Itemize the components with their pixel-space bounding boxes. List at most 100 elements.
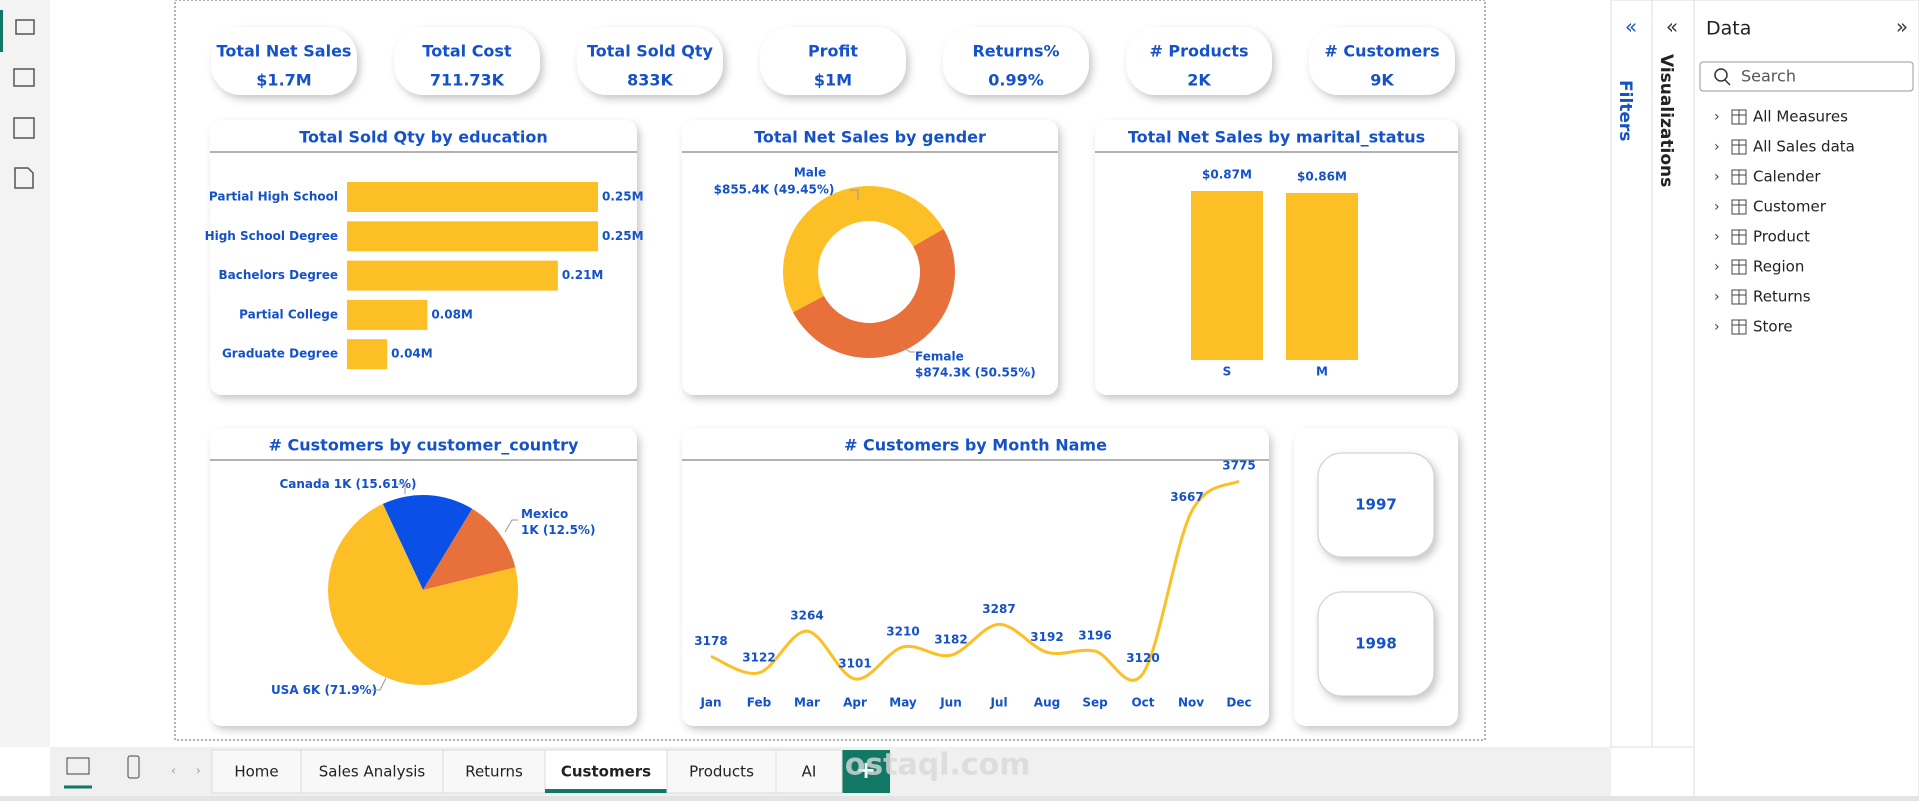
category-label: Male	[794, 166, 826, 180]
data-item[interactable]: Store	[1753, 318, 1793, 336]
kpi-value: 711.73K	[430, 71, 505, 90]
expand-chevron[interactable]: ›	[1714, 319, 1720, 335]
category-label: Partial College	[239, 307, 338, 321]
expand-chevron[interactable]: ›	[1714, 169, 1720, 185]
data-label: 3287	[982, 602, 1015, 616]
expand-chevron[interactable]: ›	[1714, 289, 1720, 305]
kpi-card	[394, 27, 540, 95]
report-icon[interactable]	[15, 19, 35, 35]
search-icon	[1724, 79, 1731, 86]
tab-label[interactable]: Products	[689, 763, 754, 781]
slicer-button[interactable]	[1317, 452, 1435, 558]
model-icon[interactable]	[13, 117, 35, 139]
data-label: $874.3K (50.55%)	[915, 366, 1036, 380]
collapse-icon[interactable]: «	[1625, 15, 1637, 39]
page-tab[interactable]	[775, 749, 843, 794]
data-item[interactable]: Region	[1753, 258, 1804, 276]
tab-label[interactable]: Customers	[561, 763, 651, 781]
data-label: 3101	[838, 657, 871, 671]
add-page-icon[interactable]: +	[856, 756, 876, 784]
kpi-label: Total Cost	[422, 42, 512, 61]
leader-line	[899, 344, 915, 353]
kpi-card	[943, 27, 1089, 95]
x-tick-label: Dec	[1226, 696, 1251, 710]
data-item[interactable]: Calender	[1753, 168, 1821, 186]
status-bar	[0, 796, 1919, 801]
dax-icon[interactable]	[14, 167, 34, 189]
expand-icon[interactable]: »	[1896, 15, 1908, 39]
search-placeholder[interactable]: Search	[1741, 67, 1796, 86]
data-label: 3196	[1078, 629, 1111, 643]
category-label: Bachelors Degree	[218, 268, 338, 282]
expand-chevron[interactable]: ›	[1714, 139, 1720, 155]
data-label: 6K (71.9%)	[303, 683, 377, 697]
expand-chevron[interactable]: ›	[1714, 259, 1720, 275]
visualizations-label[interactable]: Visualizations	[1656, 54, 1676, 187]
chart-title: Total Sold Qty by education	[299, 128, 548, 147]
mobile-view-icon[interactable]	[127, 755, 140, 779]
data-item[interactable]: Product	[1753, 228, 1810, 246]
data-label: 3122	[742, 650, 775, 664]
data-label: 3120	[1126, 651, 1159, 665]
tab-label[interactable]: AI	[802, 763, 817, 781]
pie-label: Mexico 1K (12.5%)	[521, 507, 595, 537]
expand-chevron[interactable]: ›	[1714, 199, 1720, 215]
pie-slice	[328, 503, 518, 686]
desktop-view-icon[interactable]	[66, 757, 90, 775]
x-tick-label: Jan	[699, 696, 721, 710]
data-item[interactable]: Customer	[1753, 198, 1827, 216]
category-label: USA	[271, 683, 299, 697]
chart-title: # Customers by customer_country	[269, 436, 579, 455]
kpi-label: Total Sold Qty	[587, 42, 714, 61]
left-rail	[0, 0, 50, 747]
kpi-label: Profit	[808, 42, 858, 61]
filters-label[interactable]: Filters	[1615, 80, 1635, 141]
kpi-value: 833K	[627, 71, 673, 90]
expand-chevron[interactable]: ›	[1714, 109, 1720, 125]
table-icon[interactable]	[13, 68, 35, 87]
data-item[interactable]: All Measures	[1753, 108, 1848, 126]
data-item[interactable]: Returns	[1753, 288, 1811, 306]
search-icon	[1714, 68, 1728, 82]
tab-label[interactable]: Sales Analysis	[319, 763, 426, 781]
category-label: Graduate Degree	[222, 347, 338, 361]
category-label: Canada	[279, 477, 329, 491]
tab-label[interactable]: Returns	[465, 763, 523, 781]
leader-line	[850, 189, 859, 200]
bar	[347, 299, 428, 330]
chart-title: # Customers by Month Name	[844, 436, 1107, 455]
data-label: 3210	[886, 624, 919, 638]
prev-page[interactable]: ‹	[171, 764, 176, 778]
add-page-button[interactable]	[842, 750, 890, 793]
collapse-icon[interactable]: «	[1666, 15, 1678, 39]
data-label: 3775	[1222, 459, 1255, 473]
search-box[interactable]	[1699, 61, 1914, 92]
next-page[interactable]: ›	[196, 764, 201, 778]
data-item[interactable]: All Sales data	[1753, 138, 1855, 156]
rail-active	[0, 10, 3, 52]
pie-slice	[382, 495, 473, 590]
data-label: 1K (12.5%)	[521, 523, 595, 537]
bar	[347, 260, 558, 291]
expand-chevron[interactable]: ›	[1714, 229, 1720, 245]
data-label: 3178	[694, 634, 727, 648]
data-label: 0.25M	[602, 190, 644, 204]
visual-card	[682, 120, 1058, 395]
x-tick-label: Oct	[1131, 696, 1154, 710]
kpi-value: $1.7M	[256, 71, 311, 90]
tab-label[interactable]: Home	[234, 763, 278, 781]
page-tab[interactable]	[544, 749, 668, 794]
data-pane-title: Data	[1706, 18, 1751, 40]
slicer-button[interactable]	[1317, 591, 1435, 697]
visual-card	[682, 428, 1269, 726]
kpi-card	[577, 27, 723, 95]
x-tick-label: Jul	[989, 696, 1007, 710]
page-tab[interactable]	[211, 749, 302, 794]
data-label: 3264	[790, 609, 823, 623]
bar	[347, 182, 598, 212]
pie-label: USA 6K (71.9%)	[271, 683, 377, 697]
bar	[1286, 192, 1358, 360]
data-label: 3192	[1030, 630, 1063, 644]
